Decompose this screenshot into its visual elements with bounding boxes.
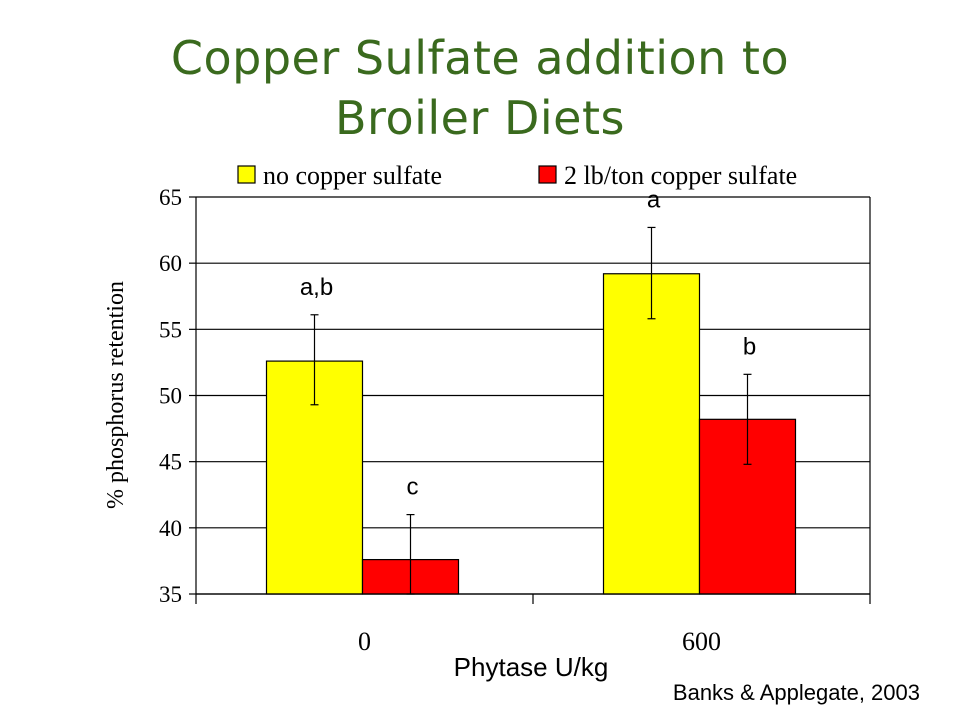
- legend-label: no copper sulfate: [263, 161, 442, 190]
- chart-bars: [265, 273, 797, 595]
- y-tick-label: 55: [159, 317, 182, 342]
- bar: [602, 273, 701, 595]
- data-label: a: [647, 186, 661, 213]
- y-tick-label: 35: [159, 582, 182, 607]
- title-line-2: Broiler Diets: [334, 91, 625, 145]
- x-tick-label: 0: [358, 627, 371, 656]
- data-label: b: [743, 333, 756, 360]
- citation: Banks & Applegate, 2003: [672, 680, 920, 705]
- legend-swatch: [538, 165, 557, 184]
- x-axis-label: Phytase U/kg: [454, 652, 609, 682]
- y-tick-label: 60: [159, 251, 182, 276]
- chart-error-bars: [310, 226, 752, 595]
- data-label: a,b: [300, 274, 333, 301]
- slide-title: Copper Sulfate addition to Broiler Diets: [0, 28, 960, 148]
- title-line-1: Copper Sulfate addition to: [170, 31, 790, 85]
- y-tick-label: 45: [159, 450, 182, 475]
- y-axis-label: % phosphorus retention: [103, 281, 129, 509]
- data-label: c: [407, 474, 419, 501]
- y-tick-label: 65: [159, 185, 182, 210]
- chart-axes: 35 40 45 50 55 60 65 0 600: [159, 185, 871, 656]
- y-tick-label: 50: [159, 384, 182, 409]
- legend-swatch: [237, 165, 256, 184]
- legend-label: 2 lb/ton copper sulfate: [564, 161, 797, 190]
- x-tick-label: 600: [682, 627, 721, 656]
- chart-legend: no copper sulfate 2 lb/ton copper sulfate: [237, 161, 797, 190]
- chart-data-labels: a,b c a b: [300, 186, 756, 500]
- y-tick-label: 40: [159, 516, 182, 541]
